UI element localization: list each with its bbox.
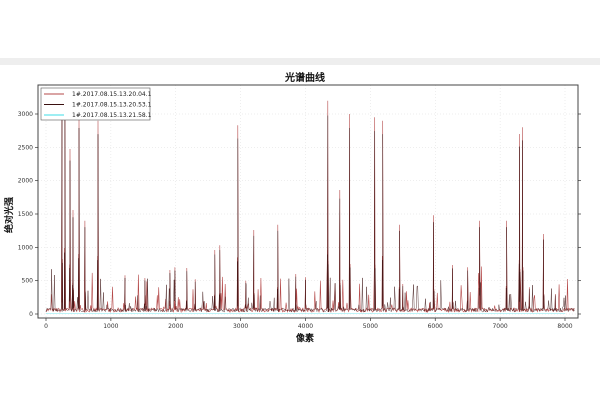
legend: 1#.2017.08.15.13.20.04.1 1#.2017.08.15.13… [40, 87, 152, 121]
series-line-1 [45, 93, 575, 314]
x-tick-label: 2000 [168, 323, 183, 330]
x-axis-label: 像素 [295, 332, 314, 344]
x-tick-label: 4000 [298, 323, 313, 330]
y-tick-label: 3000 [18, 111, 33, 118]
legend-label: 1#.2017.08.15.13.20.04.1 [72, 91, 152, 98]
y-tick-label: 1000 [18, 244, 33, 251]
x-tick-label: 1000 [103, 323, 118, 330]
top-band [0, 58, 600, 65]
y-tick-label: 2500 [18, 144, 33, 151]
y-tick-label: 500 [22, 278, 34, 285]
x-tick-label: 0 [44, 323, 48, 330]
x-tick-label: 8000 [557, 323, 572, 330]
legend-label: 1#.2017.08.15.13.21.58.1 [72, 112, 152, 119]
y-tick-label: 2000 [18, 178, 33, 185]
x-tick-label: 7000 [492, 323, 507, 330]
chart-title: 光谱曲线 [284, 71, 325, 84]
y-tick-label: 1500 [18, 211, 33, 218]
legend-label: 1#.2017.08.15.13.20.53.1 [72, 102, 152, 109]
y-tick-label: 0 [29, 311, 33, 318]
y-axis-label: 绝对光强 [3, 197, 15, 233]
plot-frame [37, 84, 579, 319]
series-line-2 [45, 109, 575, 313]
x-tick-label: 5000 [363, 323, 378, 330]
x-tick-label: 3000 [233, 323, 248, 330]
x-tick-label: 6000 [428, 323, 443, 330]
